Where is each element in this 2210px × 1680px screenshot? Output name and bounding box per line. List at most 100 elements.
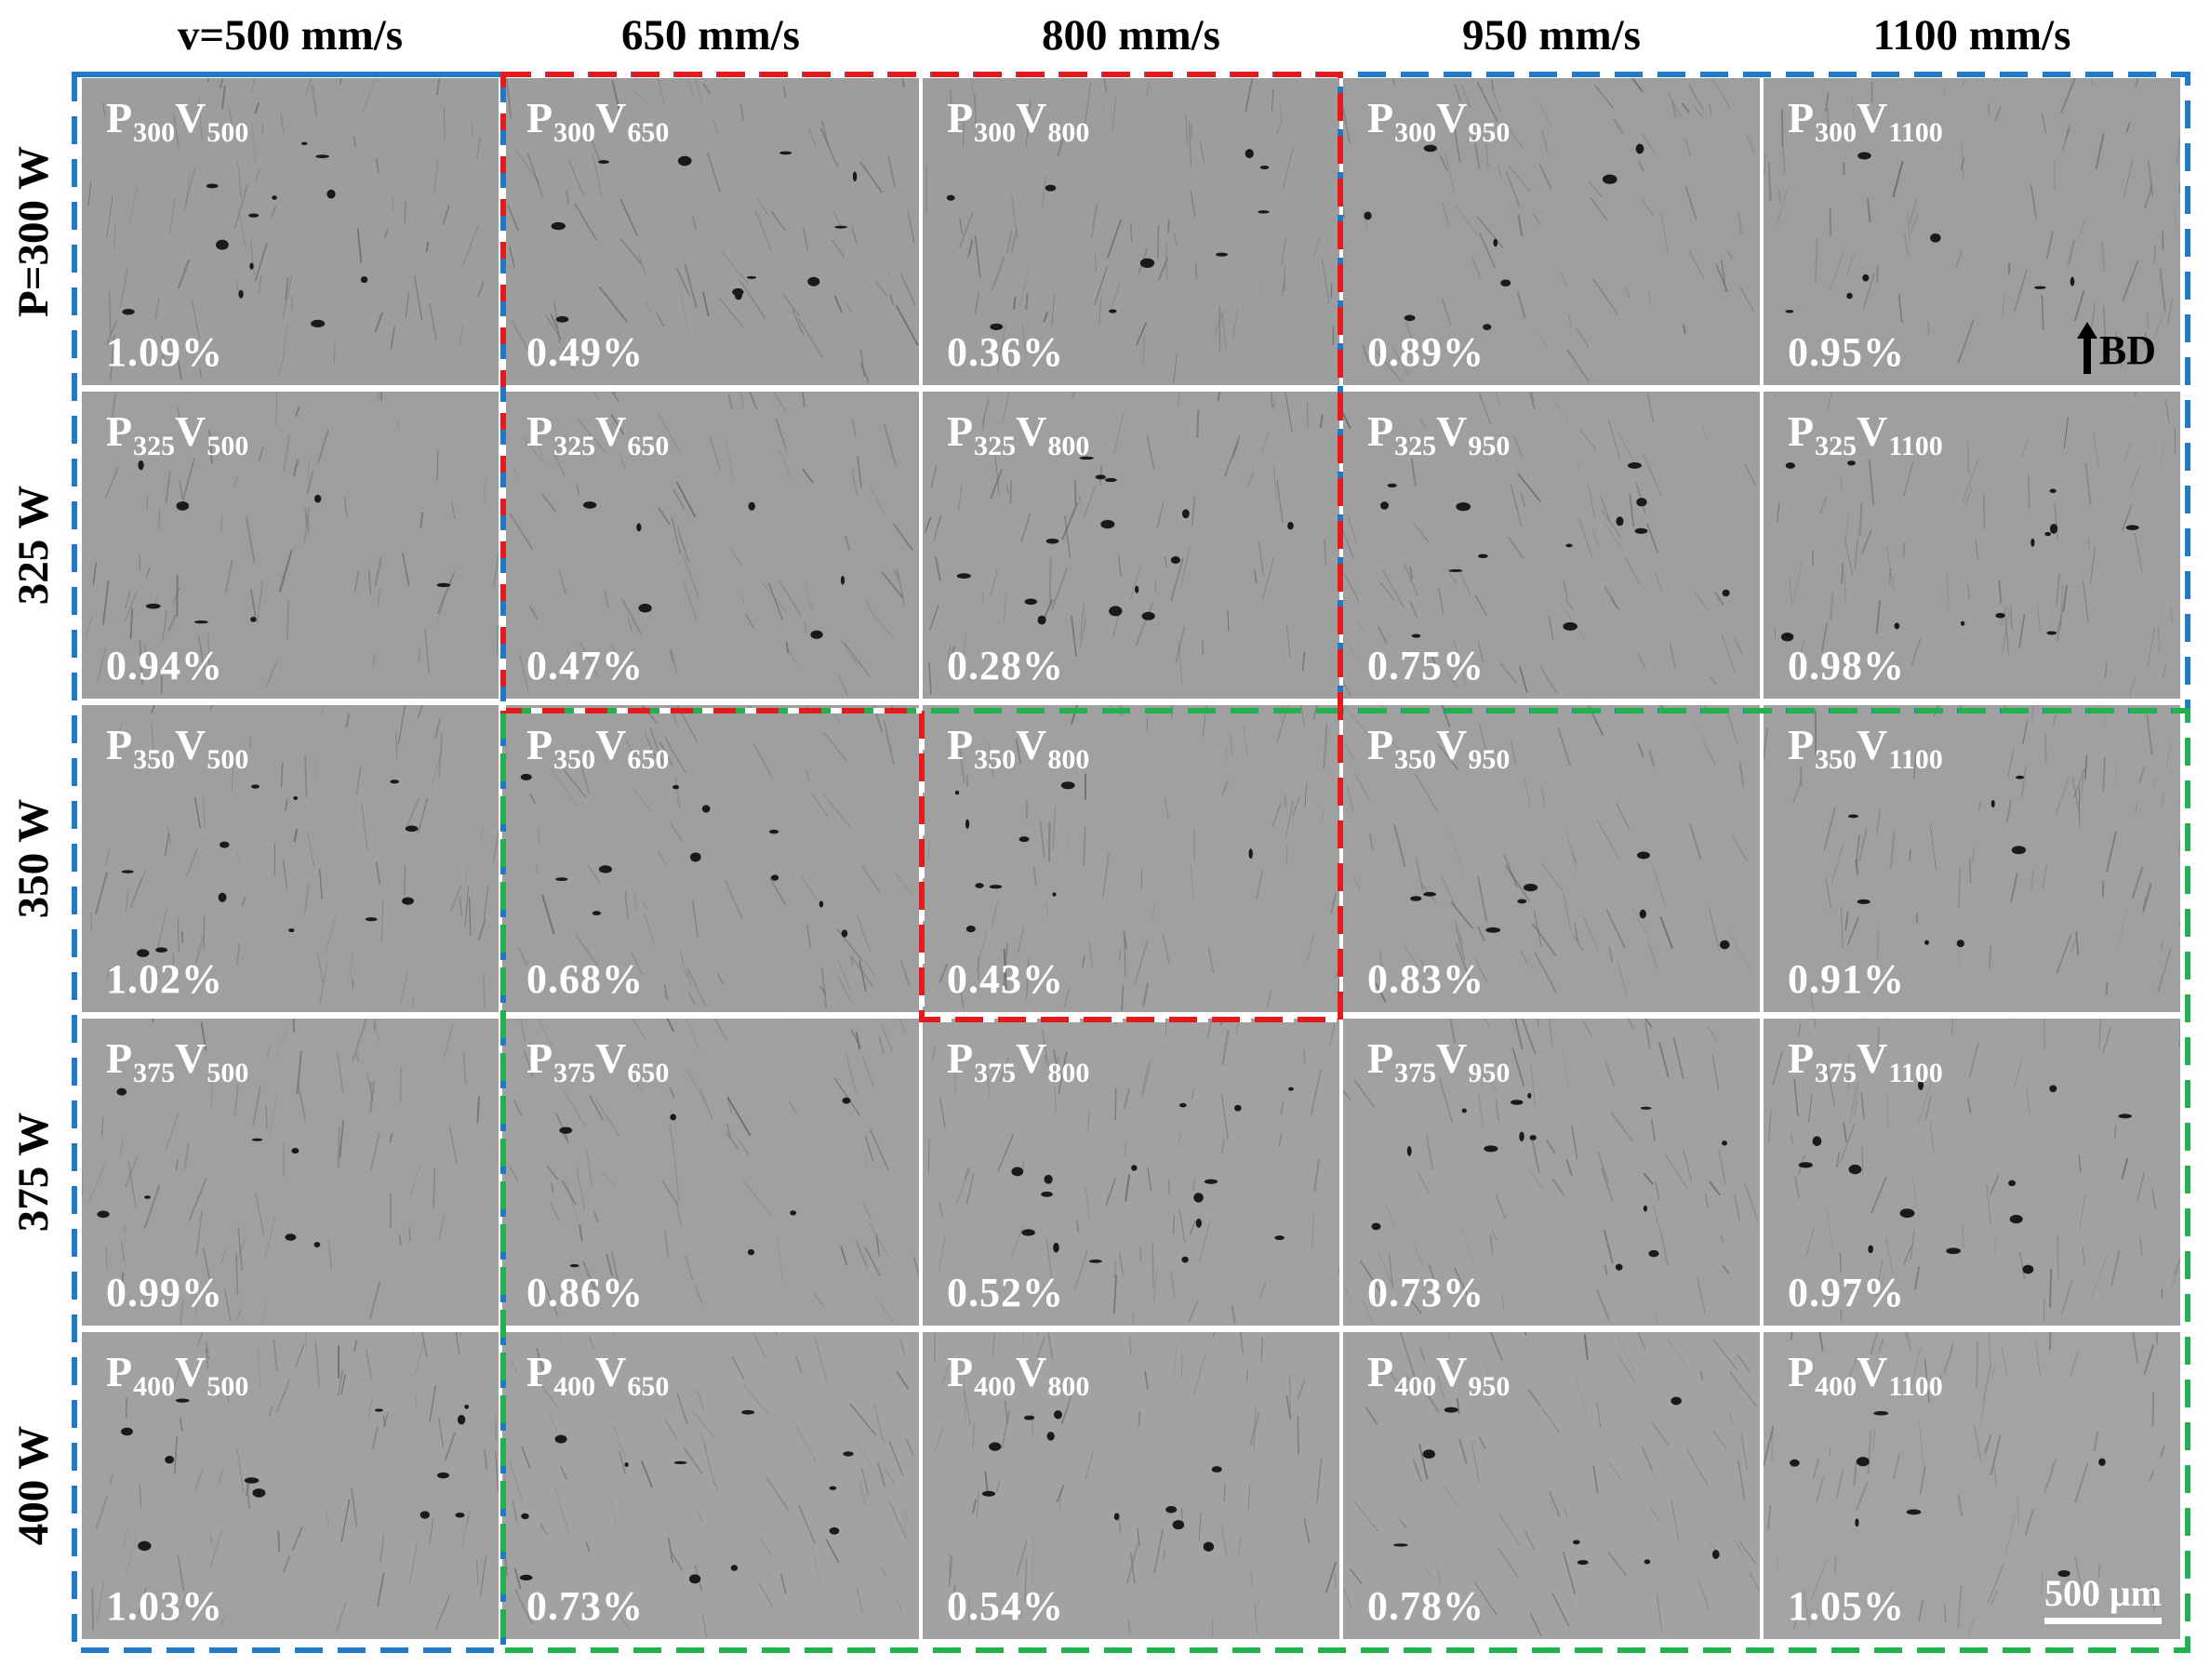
porosity-value: 0.98%	[1788, 643, 1905, 688]
speed-value: 800	[1047, 744, 1090, 775]
porosity-value: 0.83%	[1367, 956, 1484, 1002]
sample-label: P375V800	[947, 1033, 1089, 1089]
scale-bar: 500 μm	[2043, 1573, 2163, 1624]
micrograph-panel: P300V1100 0.95% BD	[1764, 78, 2180, 385]
micrograph-panel: P300V950 0.89%	[1343, 78, 1760, 385]
power-value: 350	[1394, 744, 1437, 775]
speed-symbol: V	[1436, 1034, 1469, 1082]
speed-value: 500	[206, 1058, 249, 1088]
power-value: 375	[553, 1058, 596, 1088]
power-value: 400	[553, 1371, 596, 1402]
power-symbol: P	[526, 1034, 554, 1082]
power-symbol: P	[1788, 94, 1816, 141]
porosity-value: 0.91%	[1788, 956, 1905, 1002]
power-symbol: P	[106, 407, 134, 455]
power-value: 350	[553, 744, 596, 775]
power-symbol: P	[947, 721, 975, 768]
power-value: 375	[1394, 1058, 1437, 1088]
porosity-value: 0.28%	[947, 643, 1064, 688]
porosity-value: 0.73%	[526, 1583, 644, 1629]
porosity-value: 0.94%	[106, 643, 223, 688]
power-symbol: P	[947, 407, 975, 455]
power-value: 375	[1815, 1058, 1857, 1088]
speed-value: 950	[1468, 117, 1511, 148]
power-value: 325	[133, 431, 176, 461]
micrograph-panel: P400V500 1.03%	[82, 1332, 499, 1639]
sample-label: P325V950	[1367, 407, 1510, 462]
row-header-label: P=300 W	[9, 146, 58, 317]
speed-value: 500	[206, 1371, 249, 1402]
speed-symbol: V	[1857, 1348, 1889, 1395]
row-header-label: 325 W	[9, 485, 58, 606]
sample-label: P350V950	[1367, 720, 1510, 776]
speed-symbol: V	[1857, 94, 1889, 141]
power-symbol: P	[947, 1034, 975, 1082]
sample-label: P300V1100	[1788, 93, 1943, 149]
porosity-value: 0.97%	[1788, 1270, 1905, 1315]
power-symbol: P	[1788, 721, 1816, 768]
power-symbol: P	[526, 94, 554, 141]
porosity-value: 1.03%	[106, 1583, 223, 1629]
micrograph-panel: P350V650 0.68%	[502, 705, 919, 1012]
speed-symbol: V	[1857, 1034, 1889, 1082]
micrograph-panel: P300V650 0.49%	[502, 78, 919, 385]
sample-label: P325V500	[106, 407, 248, 462]
micrograph-panel: P400V650 0.73%	[502, 1332, 919, 1639]
micrograph-panel: P375V650 0.86%	[502, 1019, 919, 1326]
sample-label: P400V800	[947, 1347, 1089, 1403]
sample-label: P300V800	[947, 93, 1089, 149]
micrograph-panel: P400V950 0.78%	[1343, 1332, 1760, 1639]
sample-label: P375V1100	[1788, 1033, 1943, 1089]
sample-label: P350V800	[947, 720, 1089, 776]
power-value: 325	[553, 431, 596, 461]
sample-label: P375V650	[526, 1033, 669, 1089]
power-value: 400	[133, 1371, 176, 1402]
porosity-value: 0.73%	[1367, 1270, 1484, 1315]
power-symbol: P	[1788, 1034, 1816, 1082]
speed-value: 800	[1047, 117, 1090, 148]
speed-value: 800	[1047, 431, 1090, 461]
sample-label: P400V950	[1367, 1347, 1510, 1403]
micrograph-panel: P350V500 1.02%	[82, 705, 499, 1012]
power-value: 350	[133, 744, 176, 775]
power-symbol: P	[947, 1348, 975, 1395]
speed-symbol: V	[595, 94, 628, 141]
column-header: 1100 mm/s	[1872, 11, 2071, 60]
power-value: 400	[1394, 1371, 1437, 1402]
porosity-value: 0.36%	[947, 329, 1064, 375]
power-symbol: P	[106, 94, 134, 141]
sample-label: P300V950	[1367, 93, 1510, 149]
power-value: 400	[974, 1371, 1017, 1402]
speed-value: 950	[1468, 744, 1511, 775]
speed-value: 1100	[1888, 431, 1943, 461]
power-value: 300	[974, 117, 1017, 148]
speed-value: 500	[206, 744, 249, 775]
power-symbol: P	[1367, 1348, 1395, 1395]
row-header: 400 W	[6, 1332, 61, 1639]
micrograph-panel: P350V950 0.83%	[1343, 705, 1760, 1012]
row-header: 350 W	[6, 705, 61, 1012]
sample-label: P375V950	[1367, 1033, 1510, 1089]
speed-value: 800	[1047, 1058, 1090, 1088]
porosity-value: 0.99%	[106, 1270, 223, 1315]
row-header-label: 400 W	[9, 1425, 58, 1546]
sample-label: P325V1100	[1788, 407, 1943, 462]
porosity-value: 0.75%	[1367, 643, 1484, 688]
power-value: 325	[1394, 431, 1437, 461]
porosity-value: 0.52%	[947, 1270, 1064, 1315]
row-header: 375 W	[6, 1019, 61, 1326]
micrograph-panel: P375V800 0.52%	[923, 1019, 1339, 1326]
porosity-value: 0.43%	[947, 956, 1064, 1002]
column-header: 800 mm/s	[1042, 11, 1220, 60]
speed-symbol: V	[1436, 94, 1469, 141]
micrograph-panel: P325V800 0.28%	[923, 392, 1339, 699]
sample-label: P350V1100	[1788, 720, 1943, 776]
porosity-value: 0.89%	[1367, 329, 1484, 375]
power-value: 300	[553, 117, 596, 148]
speed-symbol: V	[1016, 94, 1048, 141]
power-symbol: P	[1367, 721, 1395, 768]
speed-value: 650	[627, 1371, 670, 1402]
speed-symbol: V	[1436, 407, 1469, 455]
sample-label: P350V500	[106, 720, 248, 776]
power-value: 350	[1815, 744, 1857, 775]
